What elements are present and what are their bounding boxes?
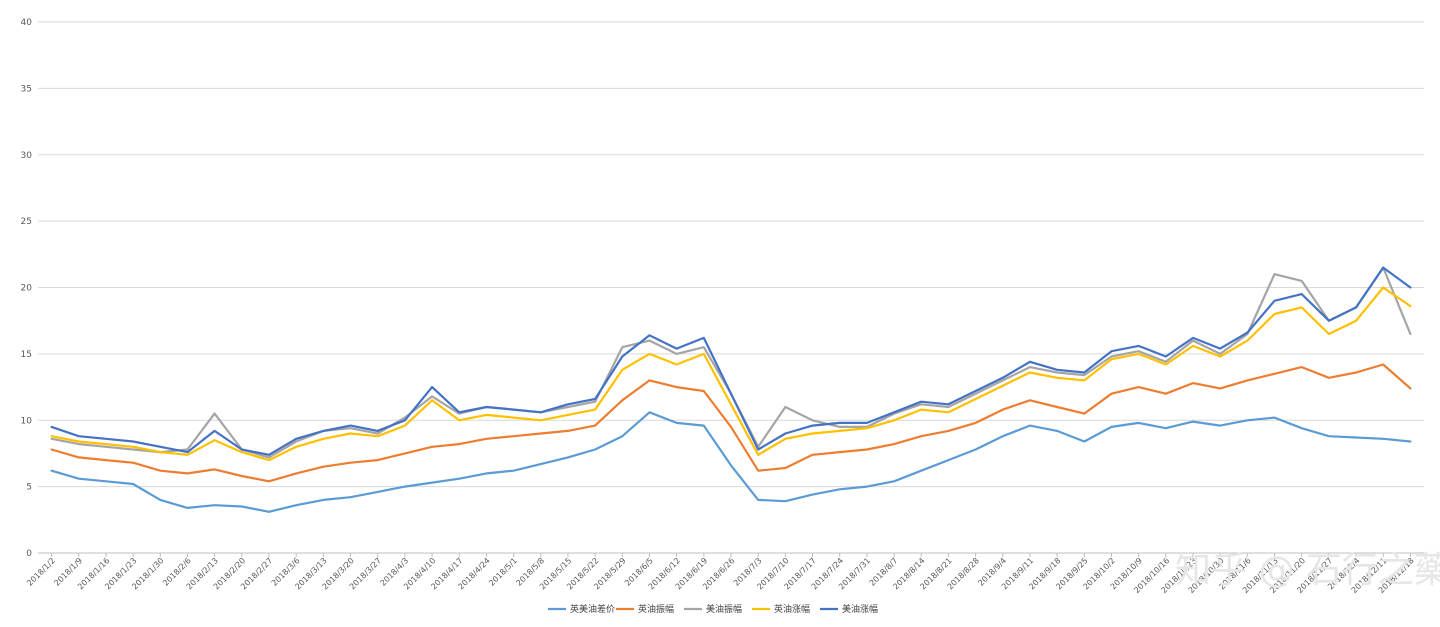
y-tick-label: 30 [21, 151, 33, 161]
x-tick-label: 2018/5/1 [487, 556, 519, 588]
legend-label: 美油涨幅 [842, 603, 878, 615]
series-line-3 [50, 286, 1412, 462]
watermark-text: 知乎 @ 石行之藥 [1175, 550, 1440, 591]
series-line-0 [50, 411, 1412, 513]
y-tick-label: 10 [21, 416, 33, 426]
y-axis-ticks: 0 5 10 15 20 25 30 35 40 [21, 18, 33, 559]
y-tick-label: 25 [21, 217, 32, 227]
legend-label: 英美油差价 [570, 603, 615, 615]
gridlines [38, 21, 1424, 554]
y-tick-label: 0 [26, 549, 32, 559]
legend-label: 美油振幅 [706, 603, 742, 615]
legend: 英美油差价 英油振幅 美油振幅 英油涨幅 美油涨幅 [548, 603, 878, 615]
legend-label: 英油振幅 [638, 603, 674, 615]
y-tick-label: 15 [21, 350, 32, 360]
series-lines [50, 266, 1412, 513]
legend-label: 英油涨幅 [774, 603, 810, 615]
series-line-4 [50, 266, 1412, 456]
y-tick-label: 5 [26, 483, 32, 493]
y-tick-label: 20 [21, 284, 33, 294]
y-tick-label: 40 [21, 18, 33, 28]
series-line-1 [50, 363, 1412, 483]
y-tick-label: 35 [21, 84, 32, 94]
x-tick-label: 2018/1/2 [25, 556, 57, 588]
